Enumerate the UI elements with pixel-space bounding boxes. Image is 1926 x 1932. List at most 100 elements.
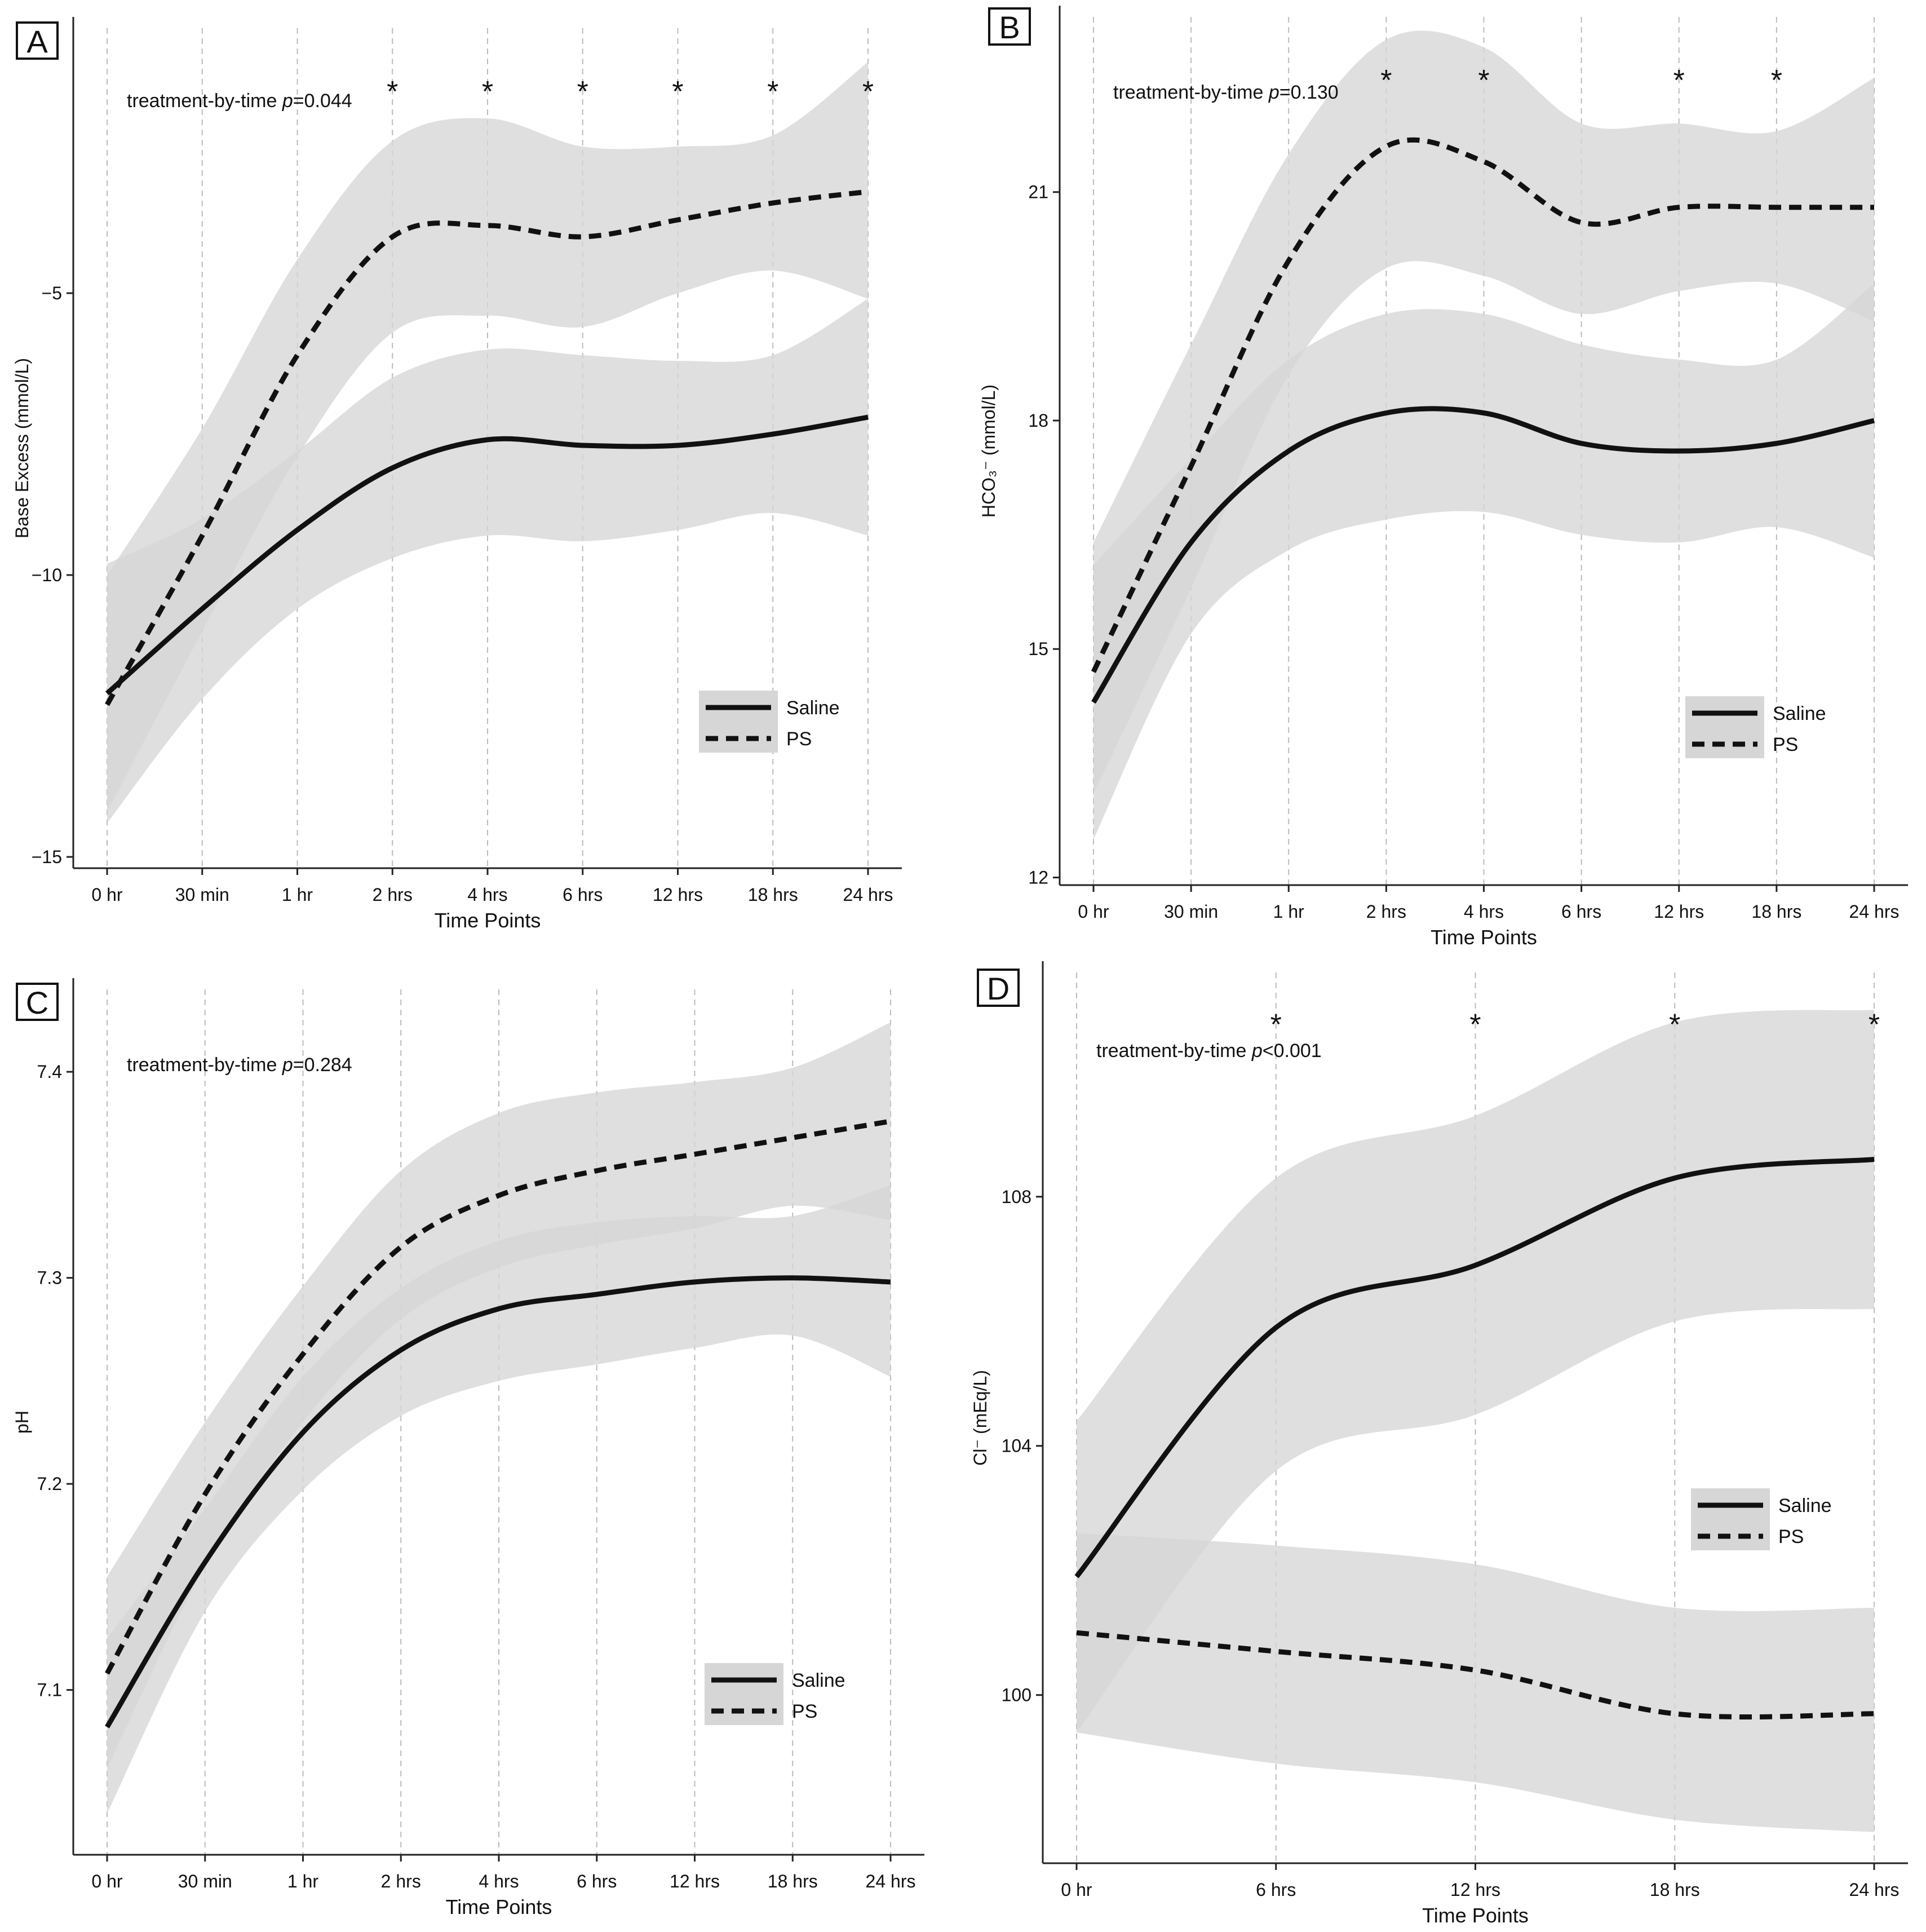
p-value-annotation: treatment-by-time p=0.284 [127,1054,352,1076]
panel-label-box: A [17,23,57,59]
x-tick-label: 6 hrs [563,885,603,905]
x-tick-label: 30 min [1164,901,1218,922]
legend-label: PS [786,728,812,750]
y-tick-label: 104 [1002,1436,1031,1456]
y-tick-label: 21 [1028,182,1048,202]
annotation-value: =0.130 [1279,82,1339,103]
significance-star: * [482,76,493,108]
panel-label: C [26,985,48,1020]
annotation-prefix: treatment-by-time [127,1054,282,1076]
significance-star: * [1673,64,1685,97]
panel-label: A [26,24,48,59]
p-value-annotation: treatment-by-time p<0.001 [1096,1040,1322,1062]
legend-label: PS [1773,734,1798,755]
annotation-prefix: treatment-by-time [127,90,282,112]
x-tick-label: 4 hrs [467,885,507,905]
y-tick-label: 100 [1002,1685,1031,1705]
significance-star: * [577,76,588,108]
x-tick-label: 12 hrs [1654,901,1704,922]
legend-label: Saline [1773,703,1826,724]
y-axis-label: Base Excess (mmol/L) [12,358,32,538]
x-tick-label: 6 hrs [577,1871,617,1891]
annotation-prefix: treatment-by-time [1096,1040,1252,1062]
panel-label: D [987,971,1010,1006]
p-value-annotation: treatment-by-time p=0.044 [127,90,352,112]
x-tick-label: 1 hr [1273,901,1304,922]
x-tick-label: 2 hrs [373,885,413,905]
x-axis-label: Time Points [1431,926,1537,949]
annotation-p: p [1251,1040,1263,1062]
legend-label: Saline [1778,1495,1832,1517]
panel-label: B [999,10,1020,45]
annotation-prefix: treatment-by-time [1113,82,1269,103]
significance-star: * [1469,1009,1481,1041]
x-axis-label: Time Points [435,909,541,932]
x-tick-label: 24 hrs [1849,901,1900,922]
legend: Saline PS [1691,1488,1832,1550]
x-tick-label: 1 hr [282,885,313,905]
x-tick-label: 0 hr [91,1871,122,1891]
y-tick-label: 7.4 [37,1062,62,1082]
x-tick-label: 12 hrs [1450,1880,1500,1900]
legend-key-background [699,691,778,753]
annotation-p: p [282,1054,293,1076]
x-tick-label: 4 hrs [1464,901,1504,922]
x-tick-label: 2 hrs [1366,901,1406,922]
x-tick-label: 6 hrs [1561,901,1601,922]
panel-label-box: D [978,970,1019,1006]
annotation-p: p [1268,82,1279,103]
p-value-annotation: treatment-by-time p=0.130 [1113,82,1339,103]
significance-star: * [387,76,398,108]
panel-label-box: B [989,8,1030,45]
x-tick-label: 0 hr [91,885,122,905]
y-tick-label: 7.3 [37,1268,62,1288]
x-tick-label: 18 hrs [1650,1880,1700,1900]
x-tick-label: 12 hrs [670,1871,720,1891]
y-axis-label: HCO₃⁻ (mmol/L) [979,384,999,518]
legend: Saline PS [1685,696,1826,758]
x-tick-label: 2 hrs [381,1871,421,1891]
x-tick-label: 0 hr [1078,901,1109,922]
significance-star: * [1669,1009,1680,1041]
x-tick-label: 30 min [178,1871,232,1891]
significance-star: * [862,76,874,108]
x-tick-label: 4 hrs [479,1871,519,1891]
x-tick-label: 1 hr [287,1871,318,1891]
legend-key-background [1685,696,1764,758]
annotation-p: p [282,90,293,112]
significance-star: * [672,76,683,108]
x-axis-label: Time Points [446,1895,552,1918]
x-tick-label: 18 hrs [748,885,798,905]
significance-star: * [1869,1009,1880,1041]
x-tick-label: 0 hr [1061,1880,1092,1900]
y-axis-label: pH [12,1411,32,1434]
legend-key-background [1691,1488,1770,1550]
y-tick-label: 108 [1002,1187,1031,1207]
x-tick-label: 12 hrs [653,885,703,905]
y-tick-label: −10 [32,565,62,585]
x-tick-label: 24 hrs [866,1871,916,1891]
annotation-value: <0.001 [1263,1040,1322,1062]
significance-star: * [1380,64,1392,97]
panel-label-box: C [17,984,57,1020]
legend-label: PS [792,1701,817,1722]
legend-label: PS [1778,1526,1804,1548]
x-tick-label: 30 min [175,885,229,905]
x-tick-label: 24 hrs [1849,1880,1900,1900]
x-tick-label: 24 hrs [843,885,893,905]
y-tick-label: 15 [1028,639,1048,659]
y-axis-label: Cl⁻ (mEq/L) [970,1370,990,1466]
y-tick-label: 7.1 [37,1680,62,1700]
significance-star: * [1478,64,1489,97]
y-tick-label: 12 [1028,867,1048,887]
significance-star: * [1771,64,1782,97]
x-axis-label: Time Points [1422,1904,1529,1927]
